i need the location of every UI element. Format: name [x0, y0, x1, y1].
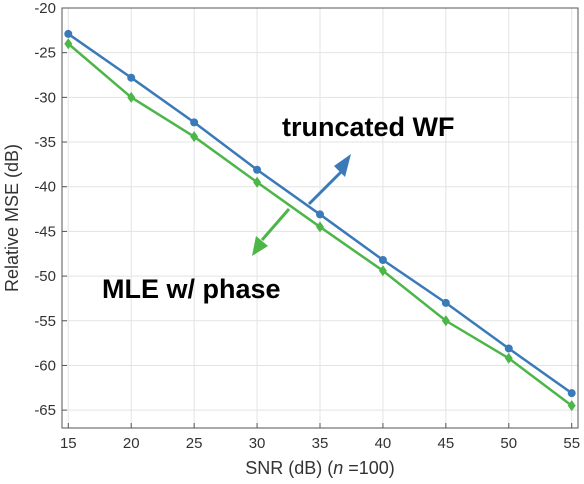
series-mle-phase: [64, 38, 576, 412]
y-tick-label: -35: [34, 134, 56, 151]
x-axis-label-prefix: SNR (dB) (: [245, 458, 333, 478]
data-point: [190, 131, 199, 143]
annotation-arrowhead-mle-phase: [252, 236, 268, 256]
data-point: [378, 256, 387, 264]
x-tick-label: 35: [312, 435, 329, 452]
x-tick-label: 55: [563, 435, 580, 452]
data-point: [127, 73, 136, 82]
data-point: [378, 265, 387, 277]
x-tick-label: 25: [186, 435, 203, 452]
data-point: [127, 91, 136, 103]
annotation-truncated-wf: truncated WF: [282, 112, 455, 142]
data-point: [316, 210, 324, 219]
data-point: [567, 400, 576, 412]
annotation-mle-phase: MLE w/ phase: [102, 274, 281, 304]
y-tick-label: -45: [34, 223, 56, 240]
data-point: [64, 29, 73, 38]
data-point: [441, 315, 450, 327]
x-tick-label: 40: [375, 435, 392, 452]
x-axis-label: SNR (dB) (n =100): [245, 458, 395, 478]
grid-lines: [62, 7, 578, 428]
x-tick-label: 50: [500, 435, 517, 452]
data-point: [567, 389, 576, 398]
annotation-layer: truncated WF MLE w/ phase: [102, 112, 455, 304]
data-point: [253, 165, 262, 174]
y-tick-label: -40: [34, 179, 56, 196]
data-point: [316, 221, 324, 233]
tick-labels: 15 20 25 30 35 40 45 50 55 -20 -25 -30 -35 -40 -45 -50 -…: [34, 0, 580, 452]
data-point: [504, 352, 513, 364]
y-tick-label: -65: [34, 402, 56, 419]
x-axis-label-italic: n: [333, 458, 343, 478]
x-tick-label: 30: [249, 435, 266, 452]
x-tick-label: 20: [123, 435, 140, 452]
y-tick-label: -55: [34, 313, 56, 330]
annotation-arrow-mle-phase: [260, 208, 291, 241]
y-tick-label: -50: [34, 268, 56, 285]
annotation-arrowhead-truncated-wf: [334, 154, 351, 177]
data-point: [190, 118, 199, 127]
x-tick-label: 45: [438, 435, 455, 452]
series-truncated-wf: [64, 29, 576, 398]
series-layer: [64, 29, 576, 412]
y-tick-label: -60: [34, 357, 56, 374]
y-tick-label: -25: [34, 45, 56, 62]
data-point: [441, 298, 450, 307]
y-tick-label: -20: [34, 0, 56, 17]
data-point: [504, 344, 513, 353]
x-axis-label-suffix: =100): [343, 458, 395, 478]
x-tick-label: 15: [60, 435, 77, 452]
annotation-arrow-truncated-wf: [307, 168, 345, 206]
data-point: [64, 38, 73, 50]
data-point: [253, 176, 262, 188]
y-tick-label: -30: [34, 89, 56, 106]
y-axis-label: Relative MSE (dB): [2, 144, 22, 292]
